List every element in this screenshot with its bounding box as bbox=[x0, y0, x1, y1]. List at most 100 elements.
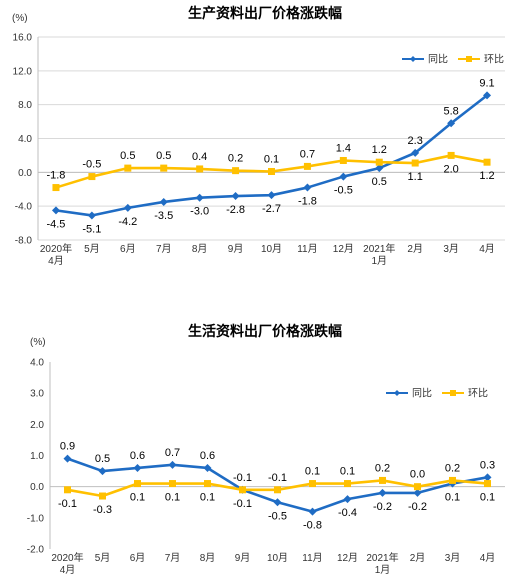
legend-marker bbox=[466, 56, 472, 62]
data-point bbox=[274, 486, 281, 494]
data-label: 2.0 bbox=[443, 163, 458, 175]
data-point bbox=[98, 467, 107, 476]
x-tick-label: 9月 bbox=[235, 552, 251, 564]
data-label: -0.5 bbox=[334, 185, 353, 197]
data-label: -0.1 bbox=[233, 472, 252, 484]
data-label: 1.2 bbox=[372, 144, 387, 156]
data-label: 0.1 bbox=[340, 466, 355, 478]
data-point bbox=[303, 183, 312, 192]
data-point bbox=[204, 480, 211, 488]
data-point bbox=[339, 156, 347, 164]
data-point bbox=[63, 454, 72, 463]
legend-marker bbox=[394, 390, 400, 396]
data-point bbox=[484, 480, 491, 488]
data-label: 0.9 bbox=[60, 441, 75, 453]
data-point bbox=[339, 172, 348, 181]
data-label: 0.6 bbox=[200, 450, 215, 462]
data-point bbox=[203, 463, 212, 472]
y-tick-label: 0.0 bbox=[18, 168, 32, 179]
data-label: -5.1 bbox=[82, 223, 101, 235]
data-point bbox=[344, 480, 351, 488]
data-label: 0.3 bbox=[480, 459, 495, 471]
data-point bbox=[169, 480, 176, 488]
x-tick-label: 11月 bbox=[297, 243, 317, 255]
data-point bbox=[379, 476, 386, 484]
chart2-plot: 4.0 3.0 2.0 1.0 0.0 -1.0 -2.0 2020年 4月 5月 6月 7月 8月 9月… bbox=[27, 358, 505, 576]
y-tick-label: 8.0 bbox=[18, 100, 32, 111]
data-label: -3.0 bbox=[190, 206, 209, 218]
data-point bbox=[267, 191, 276, 200]
data-label: -0.5 bbox=[82, 159, 101, 171]
data-point bbox=[195, 193, 204, 202]
legend-marker bbox=[410, 56, 416, 62]
chart1-plot: 16.0 12.0 8.0 4.0 0.0 -4.0 -8.0 2020年 4月 5月 6月 7月 8月… bbox=[13, 33, 505, 267]
y-tick-label: 3.0 bbox=[30, 389, 44, 400]
data-label: 0.1 bbox=[130, 492, 145, 504]
data-point bbox=[343, 495, 352, 504]
data-label: 0.1 bbox=[480, 492, 495, 504]
y-tick-label: 2.0 bbox=[30, 420, 44, 431]
data-label: 0.7 bbox=[300, 148, 315, 160]
data-label: 1.4 bbox=[336, 142, 351, 154]
data-point bbox=[168, 460, 177, 469]
data-point bbox=[239, 486, 246, 494]
data-label: -2.8 bbox=[226, 204, 245, 216]
data-point bbox=[378, 488, 387, 497]
x-tick-label: 9月 bbox=[228, 243, 244, 255]
data-label: 0.0 bbox=[410, 469, 425, 481]
x-tick-label: 12月 bbox=[333, 243, 354, 255]
x-tick-label: 6月 bbox=[130, 552, 146, 564]
x-tick-label: 12月 bbox=[337, 552, 358, 564]
data-point bbox=[133, 463, 142, 472]
data-point bbox=[160, 164, 168, 172]
x-tick-label: 7月 bbox=[156, 243, 172, 255]
chart1-unit: (%) bbox=[12, 13, 28, 24]
y-tick-label: 0.0 bbox=[30, 482, 44, 493]
data-label: -1.8 bbox=[298, 196, 317, 208]
legend-label: 同比 bbox=[412, 388, 432, 400]
data-point bbox=[268, 167, 275, 175]
data-point bbox=[483, 158, 491, 166]
data-label: -0.3 bbox=[93, 504, 112, 516]
data-point bbox=[99, 492, 106, 500]
y-tick-label: -8.0 bbox=[15, 236, 33, 247]
data-label: -1.8 bbox=[46, 170, 65, 182]
data-point bbox=[411, 148, 420, 157]
data-label: 0.5 bbox=[372, 176, 387, 188]
y-tick-label: 4.0 bbox=[18, 134, 32, 145]
data-label: 0.2 bbox=[228, 153, 243, 165]
data-label: 2.3 bbox=[408, 135, 423, 147]
legend-label: 环比 bbox=[484, 54, 504, 66]
y-tick-label: -4.0 bbox=[15, 202, 33, 213]
x-tick-label: 2020年 4月 bbox=[51, 551, 83, 576]
data-label: 0.5 bbox=[120, 150, 135, 162]
data-point bbox=[273, 498, 282, 507]
x-tick-label: 11月 bbox=[302, 552, 322, 564]
data-point bbox=[51, 206, 60, 215]
data-point bbox=[303, 162, 311, 170]
x-tick-label: 7月 bbox=[165, 552, 181, 564]
x-tick-label: 2月 bbox=[410, 552, 426, 564]
data-label: 0.1 bbox=[445, 492, 460, 504]
data-point bbox=[449, 476, 456, 484]
x-tick-label: 2021年 1月 bbox=[366, 551, 398, 576]
data-point bbox=[413, 488, 422, 497]
x-tick-label: 2021年 1月 bbox=[363, 242, 395, 267]
legend-label: 环比 bbox=[468, 388, 488, 400]
data-label: -3.5 bbox=[154, 210, 173, 222]
data-point bbox=[64, 486, 71, 494]
x-tick-label: 4月 bbox=[479, 243, 495, 255]
y-tick-label: -1.0 bbox=[27, 513, 45, 524]
data-point bbox=[123, 203, 132, 212]
data-label: -0.4 bbox=[338, 507, 357, 519]
data-label: 0.7 bbox=[165, 447, 180, 459]
x-tick-label: 8月 bbox=[192, 243, 208, 255]
data-label: 0.1 bbox=[264, 153, 279, 165]
data-point bbox=[159, 197, 168, 206]
y-tick-label: 4.0 bbox=[30, 358, 44, 369]
y-tick-label: 16.0 bbox=[13, 33, 33, 44]
data-label: 0.5 bbox=[156, 150, 171, 162]
data-label: 0.2 bbox=[375, 462, 390, 474]
x-tick-label: 2月 bbox=[407, 243, 423, 255]
data-label: -4.2 bbox=[118, 216, 137, 228]
